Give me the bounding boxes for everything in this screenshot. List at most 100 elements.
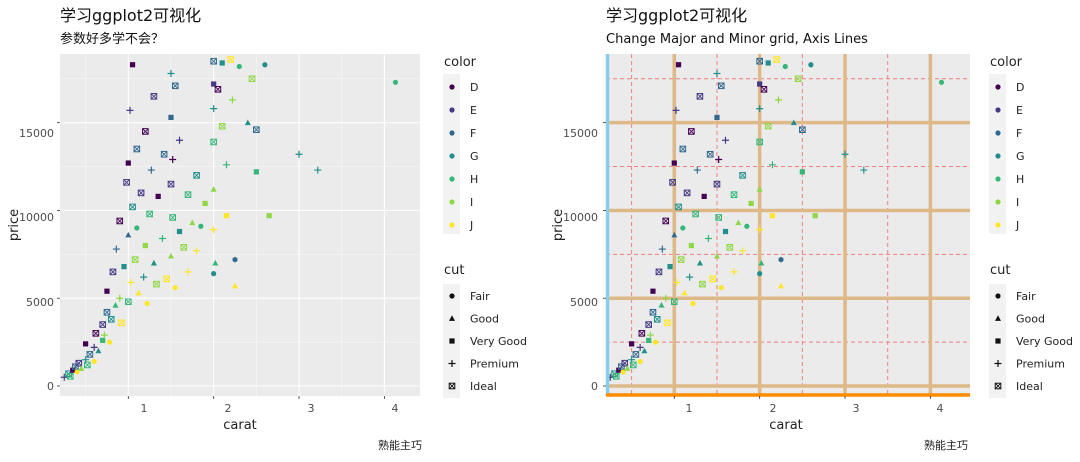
data-point xyxy=(662,217,670,225)
data-point xyxy=(169,156,177,164)
x-tick-label: 3 xyxy=(853,402,860,415)
chart-caption: 熟能主巧 xyxy=(378,438,422,452)
data-point xyxy=(769,213,776,219)
data-point xyxy=(232,282,238,289)
legend-shape-label: Fair xyxy=(470,290,490,303)
data-point xyxy=(739,247,747,255)
x-axis-ticks: 1 2 3 4 xyxy=(673,396,944,415)
data-point xyxy=(126,106,134,114)
x-tick-label: 3 xyxy=(308,402,315,415)
data-point xyxy=(778,282,784,289)
x-tick-label: 1 xyxy=(141,402,148,415)
data-point xyxy=(129,203,136,211)
data-point xyxy=(649,308,657,316)
y-tick-label: 10000 xyxy=(563,211,598,224)
legend-shape: cut Fair Good Very Good Premium Ideal xyxy=(989,263,1073,398)
data-point xyxy=(176,228,183,235)
data-point xyxy=(686,273,694,281)
chart-subtitle: 参数好多学不会？ xyxy=(60,31,164,47)
legend-color-swatch xyxy=(995,199,1001,205)
data-point xyxy=(794,75,802,83)
data-point xyxy=(726,244,734,251)
data-point xyxy=(773,56,781,63)
y-tick-label: 0 xyxy=(47,380,54,393)
x-tick-label: 1 xyxy=(686,402,693,415)
data-point xyxy=(671,231,678,238)
data-point xyxy=(938,79,945,85)
data-point xyxy=(730,268,738,276)
legend-shape-swatch xyxy=(448,360,456,367)
data-point xyxy=(210,57,217,65)
data-point xyxy=(253,169,259,175)
data-point xyxy=(704,235,712,243)
data-point xyxy=(214,86,222,93)
data-point xyxy=(757,271,763,277)
data-point xyxy=(210,186,217,192)
data-point xyxy=(118,319,125,327)
plot-panel xyxy=(606,54,970,396)
legend-shape-label: Very Good xyxy=(470,335,527,348)
x-tick-label: 2 xyxy=(770,402,777,415)
data-point xyxy=(169,214,176,221)
axis-lines xyxy=(605,54,970,397)
data-point xyxy=(91,358,97,365)
legend-shape: cut Fair Good Very Good Premium Ideal xyxy=(443,263,527,398)
data-point xyxy=(144,300,150,307)
legend-color-swatch xyxy=(995,222,1001,228)
legend-title: color xyxy=(990,55,1023,70)
y-axis-title: price xyxy=(7,209,22,241)
data-point xyxy=(632,351,640,358)
data-point xyxy=(184,268,192,276)
data-point xyxy=(760,86,768,93)
data-point xyxy=(222,161,230,169)
legend-color-label: J xyxy=(1015,219,1019,232)
data-point xyxy=(131,256,139,263)
legend-color-swatch xyxy=(449,176,455,182)
data-point xyxy=(124,298,132,306)
data-point xyxy=(116,294,124,302)
data-point xyxy=(167,70,175,78)
data-point xyxy=(171,82,179,90)
data-point xyxy=(116,217,124,225)
data-point xyxy=(70,367,76,373)
legend-color-swatch xyxy=(995,153,1001,159)
y-tick-label: 15000 xyxy=(563,127,598,140)
data-point xyxy=(713,180,721,188)
x-tick-label: 4 xyxy=(937,402,944,415)
data-point xyxy=(189,219,196,226)
data-point xyxy=(202,200,208,207)
data-point xyxy=(223,213,230,219)
data-point xyxy=(92,330,100,337)
legend-color-label: D xyxy=(470,81,478,94)
chart-panel-default: 学习ggplot2可视化 参数好多学不会？ 0 5000 10000 15000… xyxy=(7,6,527,452)
data-point xyxy=(266,213,272,219)
data-point xyxy=(652,339,659,345)
data-point xyxy=(158,235,166,243)
data-point xyxy=(673,278,681,286)
legend-color-label: I xyxy=(1016,196,1019,209)
legend-color-swatch xyxy=(995,176,1001,182)
legend-shape-swatch xyxy=(995,315,1001,321)
chart-caption: 熟能主巧 xyxy=(924,438,968,452)
legend-title: cut xyxy=(990,263,1010,278)
data-point xyxy=(172,285,178,291)
data-point xyxy=(134,225,140,231)
y-tick-label: 0 xyxy=(591,380,598,393)
data-point xyxy=(125,160,131,166)
data-point xyxy=(706,150,714,158)
data-point xyxy=(715,214,722,221)
data-point xyxy=(667,264,673,270)
y-axis-ticks: 0 5000 10000 15000 xyxy=(563,122,606,393)
y-tick-label: 10000 xyxy=(19,211,54,224)
data-point xyxy=(778,257,784,263)
data-point xyxy=(167,180,175,188)
data-point xyxy=(739,172,746,179)
legend-shape-swatch xyxy=(449,338,455,344)
legend-color-label: E xyxy=(470,104,477,117)
legend-title: cut xyxy=(444,263,464,278)
data-point xyxy=(210,138,217,146)
chart-title: 学习ggplot2可视化 xyxy=(606,6,747,25)
data-point xyxy=(198,223,204,229)
data-point xyxy=(184,191,192,198)
